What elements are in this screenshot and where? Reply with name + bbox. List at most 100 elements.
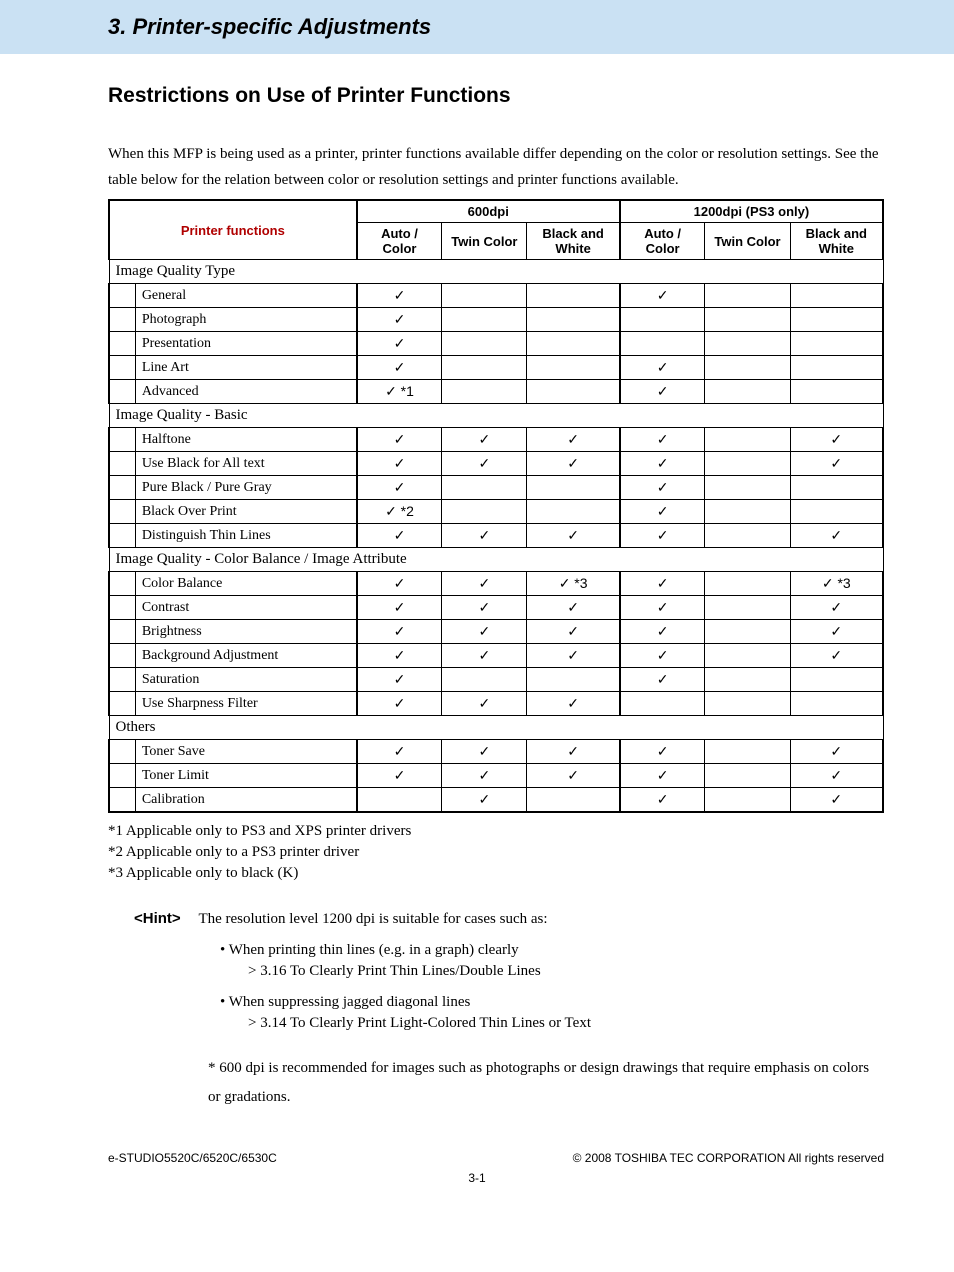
footnote: *2 Applicable only to a PS3 printer driv…	[108, 844, 884, 861]
category-row: Others	[109, 716, 883, 740]
indent-cell	[109, 476, 135, 500]
check-cell	[790, 668, 883, 692]
indent-cell	[109, 668, 135, 692]
check-cell	[705, 572, 790, 596]
chapter-header: 3. Printer-specific Adjustments	[0, 0, 954, 54]
row-label: Background Adjustment	[135, 644, 356, 668]
indent-cell	[109, 788, 135, 813]
check-cell	[442, 500, 527, 524]
table-row: Saturation✓✓	[109, 668, 883, 692]
hint-bullet: • When suppressing jagged diagonal lines	[220, 994, 884, 1011]
table-row: Advanced✓ *1✓	[109, 380, 883, 404]
indent-cell	[109, 596, 135, 620]
col-group-600dpi: 600dpi	[357, 200, 620, 223]
check-cell	[705, 692, 790, 716]
check-cell: ✓	[620, 476, 705, 500]
hint-footer: * 600 dpi is recommended for images such…	[208, 1054, 884, 1111]
row-label: Toner Limit	[135, 764, 356, 788]
row-label: Calibration	[135, 788, 356, 813]
check-cell	[527, 500, 620, 524]
table-row: Use Black for All text✓✓✓✓✓	[109, 452, 883, 476]
check-cell	[705, 644, 790, 668]
check-cell: ✓	[357, 428, 442, 452]
footnotes: *1 Applicable only to PS3 and XPS printe…	[108, 823, 884, 882]
check-cell: ✓ *1	[357, 380, 442, 404]
check-cell: ✓	[620, 668, 705, 692]
indent-cell	[109, 692, 135, 716]
table-row: Calibration✓✓✓	[109, 788, 883, 813]
table-row: Halftone✓✓✓✓✓	[109, 428, 883, 452]
check-cell	[442, 332, 527, 356]
row-label: Use Black for All text	[135, 452, 356, 476]
check-cell	[527, 308, 620, 332]
indent-cell	[109, 332, 135, 356]
row-label: Line Art	[135, 356, 356, 380]
row-label: General	[135, 284, 356, 308]
hint-intro: The resolution level 1200 dpi is suitabl…	[198, 911, 547, 927]
category-row: Image Quality - Basic	[109, 404, 883, 428]
page-number: 3-1	[0, 1171, 954, 1185]
check-cell: ✓	[442, 644, 527, 668]
col-header-functions: Printer functions	[109, 200, 357, 260]
col-1200-twin: Twin Color	[705, 223, 790, 260]
check-cell: ✓	[527, 524, 620, 548]
check-cell: ✓	[357, 284, 442, 308]
check-cell: ✓	[790, 524, 883, 548]
check-cell	[705, 620, 790, 644]
check-cell: ✓	[790, 596, 883, 620]
check-cell	[705, 284, 790, 308]
indent-cell	[109, 452, 135, 476]
indent-cell	[109, 620, 135, 644]
check-cell: ✓	[790, 428, 883, 452]
table-row: Distinguish Thin Lines✓✓✓✓✓	[109, 524, 883, 548]
table-header: Printer functions 600dpi 1200dpi (PS3 on…	[109, 200, 883, 260]
row-label: Contrast	[135, 596, 356, 620]
check-cell	[705, 764, 790, 788]
check-cell: ✓	[790, 740, 883, 764]
check-cell	[527, 284, 620, 308]
check-cell	[620, 332, 705, 356]
check-cell: ✓	[620, 452, 705, 476]
hint-sub: > 3.14 To Clearly Print Light-Colored Th…	[248, 1015, 884, 1032]
check-cell: ✓	[620, 644, 705, 668]
check-cell: ✓	[357, 476, 442, 500]
table-row: Black Over Print✓ *2✓	[109, 500, 883, 524]
indent-cell	[109, 380, 135, 404]
table-row: General✓✓	[109, 284, 883, 308]
check-cell: ✓	[442, 788, 527, 813]
check-cell: ✓	[620, 764, 705, 788]
col-group-1200dpi: 1200dpi (PS3 only)	[620, 200, 883, 223]
footer-left: e-STUDIO5520C/6520C/6530C	[108, 1151, 277, 1165]
row-label: Black Over Print	[135, 500, 356, 524]
hint-bullets: • When printing thin lines (e.g. in a gr…	[220, 942, 884, 1032]
check-cell: ✓	[357, 572, 442, 596]
hint-label: <Hint>	[134, 910, 181, 927]
check-cell	[527, 356, 620, 380]
check-cell: ✓	[357, 620, 442, 644]
footnote: *1 Applicable only to PS3 and XPS printe…	[108, 823, 884, 840]
check-cell: ✓	[357, 308, 442, 332]
table-row: Color Balance✓✓✓ *3✓✓ *3	[109, 572, 883, 596]
check-cell: ✓ *3	[527, 572, 620, 596]
row-label: Toner Save	[135, 740, 356, 764]
table-row: Contrast✓✓✓✓✓	[109, 596, 883, 620]
row-label: Color Balance	[135, 572, 356, 596]
table-row: Use Sharpness Filter✓✓✓	[109, 692, 883, 716]
check-cell	[527, 476, 620, 500]
check-cell: ✓	[620, 428, 705, 452]
check-cell	[442, 284, 527, 308]
check-cell: ✓	[620, 788, 705, 813]
col-1200-auto: Auto / Color	[620, 223, 705, 260]
check-cell	[357, 788, 442, 813]
check-cell	[527, 668, 620, 692]
check-cell	[705, 380, 790, 404]
hint-bullet: • When printing thin lines (e.g. in a gr…	[220, 942, 884, 959]
check-cell	[790, 356, 883, 380]
check-cell	[705, 524, 790, 548]
row-label: Advanced	[135, 380, 356, 404]
indent-cell	[109, 764, 135, 788]
section-title: Restrictions on Use of Printer Functions	[108, 84, 884, 108]
check-cell: ✓	[357, 332, 442, 356]
check-cell	[620, 692, 705, 716]
check-cell: ✓	[527, 596, 620, 620]
